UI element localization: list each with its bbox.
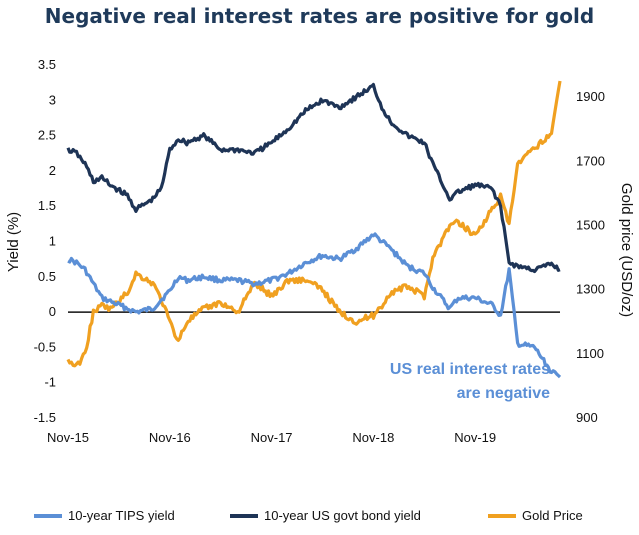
left-tick-label: 3 [49,92,56,107]
x-tick-label: Nov-16 [149,430,191,445]
left-tick-label: -1 [44,375,56,390]
left-tick-label: -0.5 [34,339,56,354]
annotation-line-1: US real interest rates [390,361,550,378]
right-tick-label: 1500 [576,217,605,232]
legend-swatch-gold [488,513,516,518]
right-tick-label: 1100 [576,346,604,361]
left-tick-label: 0.5 [38,269,56,284]
legend-label-tips: 10-year TIPS yield [68,508,175,523]
x-tick-label: Nov-17 [251,430,293,445]
left-tick-label: 2.5 [38,128,56,143]
chart-title: Negative real interest rates are positiv… [44,4,595,28]
x-tick-label: Nov-15 [47,430,89,445]
legend-swatch-bond [230,513,258,518]
right-tick-label: 1900 [576,89,605,104]
left-tick-label: -1.5 [34,410,56,425]
left-tick-label: 0 [49,304,56,319]
legend-label-gold: Gold Price [522,508,583,523]
series-line-tips [67,232,562,379]
series-group [66,80,562,379]
right-axis-label: Gold price (USD/oz) [618,183,635,317]
left-axis-label: Yield (%) [5,212,22,272]
right-tick-label: 1700 [576,153,605,168]
left-tick-label: 3.5 [38,57,56,72]
legend-item-gold: Gold Price [488,508,583,523]
right-tick-label: 900 [576,410,598,425]
right-axis-ticks: 1900 1700 1500 1300 1100 900 [576,89,605,425]
legend-label-bond: 10-year US govt bond yield [264,508,421,523]
left-axis-ticks: 3.5 3 2.5 2 1.5 1 0.5 0 -0.5 -1 -1.5 [34,57,56,425]
annotation-line-2: are negative [457,385,550,402]
legend-item-bond: 10-year US govt bond yield [230,508,421,523]
series-line-gold [66,80,562,368]
x-tick-label: Nov-19 [454,430,496,445]
left-tick-label: 1.5 [38,198,56,213]
left-tick-label: 1 [49,234,56,249]
legend-item-tips: 10-year TIPS yield [34,508,175,523]
x-tick-label: Nov-18 [352,430,394,445]
left-tick-label: 2 [49,163,56,178]
x-axis-ticks: Nov-15 Nov-16 Nov-17 Nov-18 Nov-19 [47,430,496,445]
legend: 10-year TIPS yield 10-year US govt bond … [0,508,639,528]
right-tick-label: 1300 [576,282,605,297]
legend-swatch-tips [34,513,62,518]
series-line-bond [66,82,561,274]
